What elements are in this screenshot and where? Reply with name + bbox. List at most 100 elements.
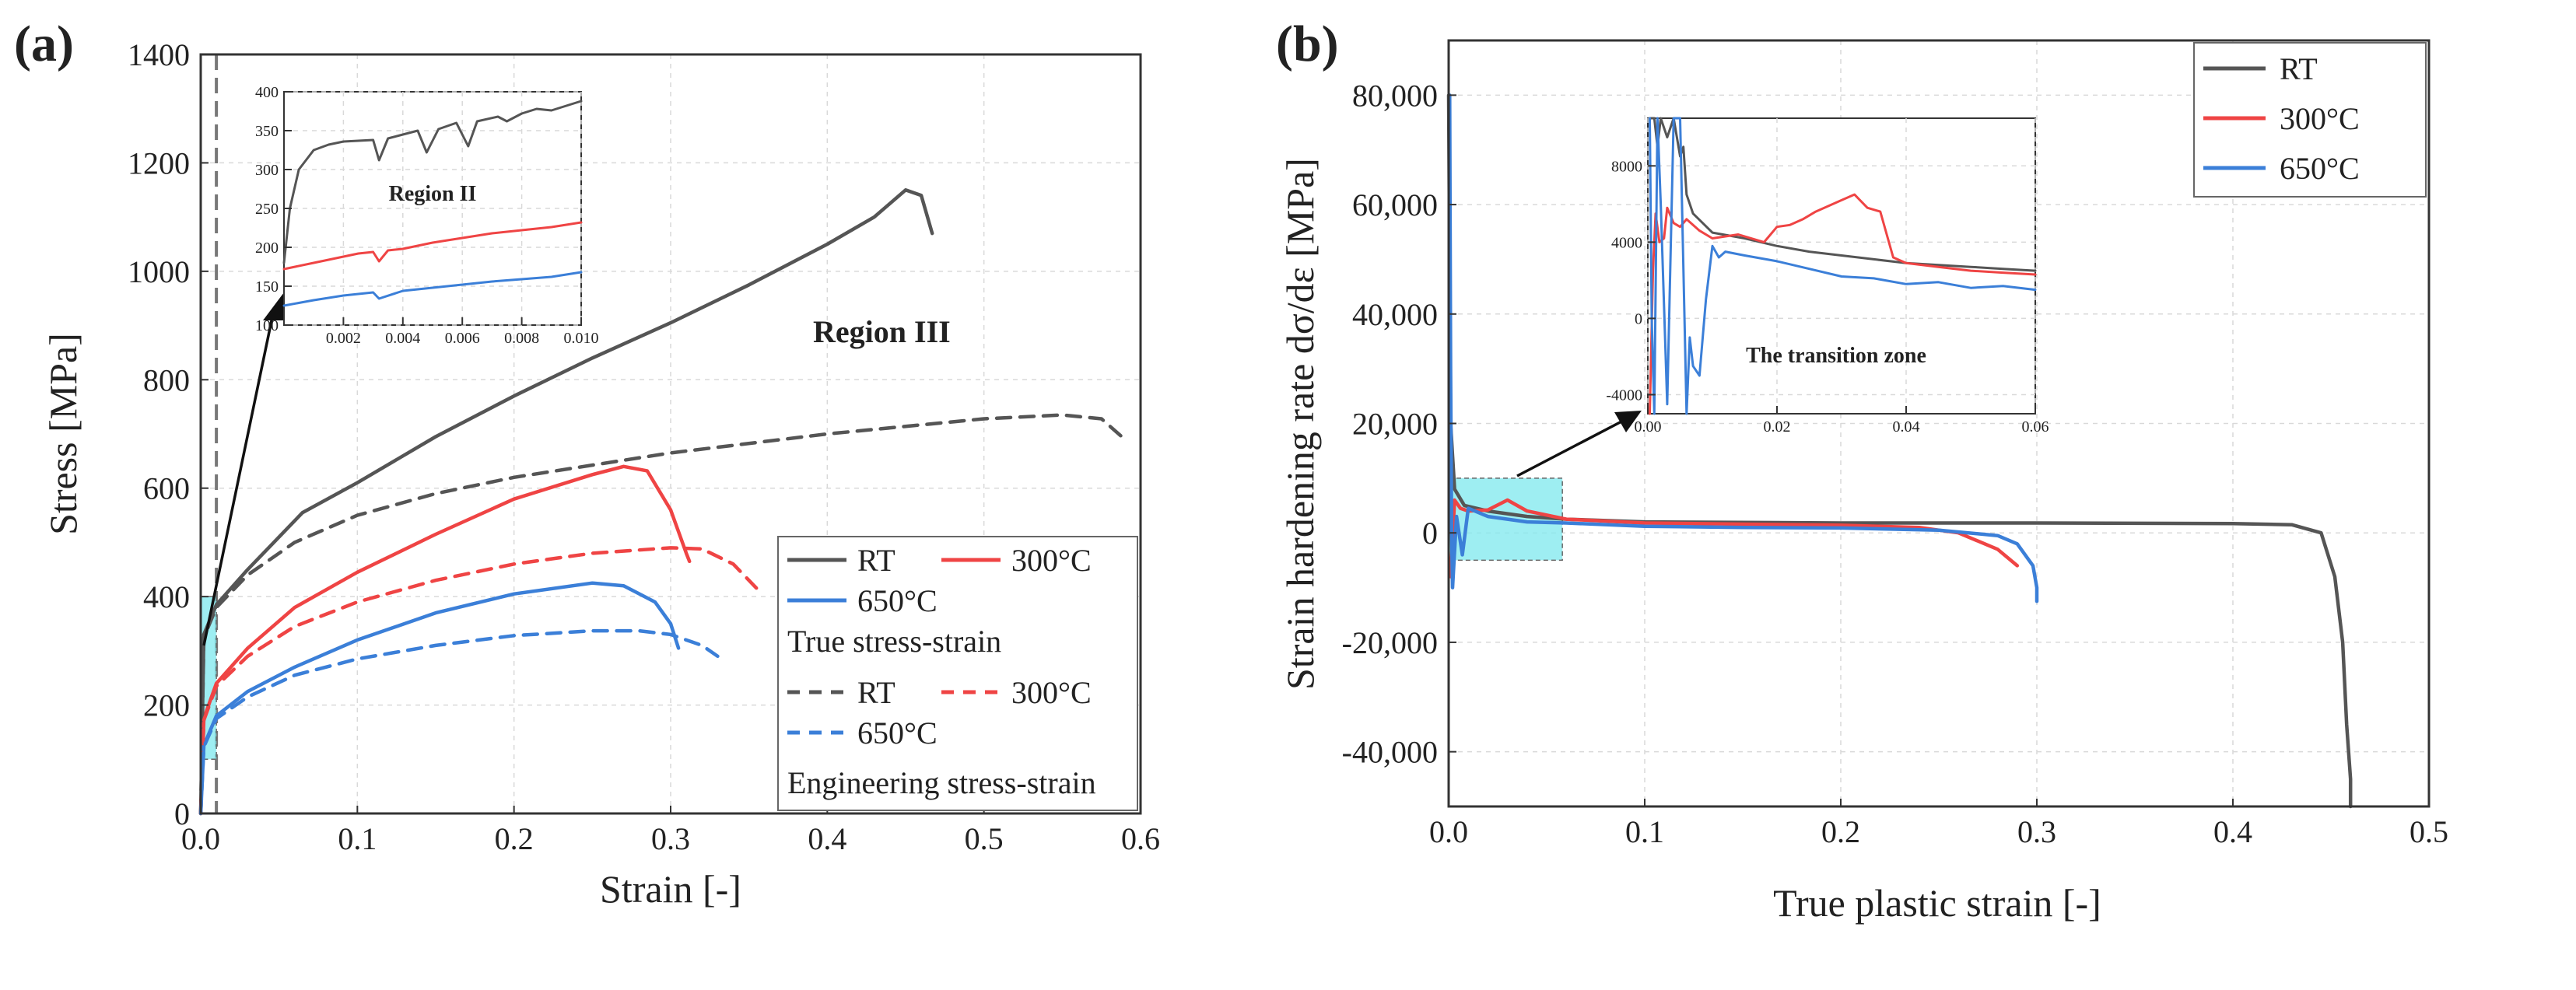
panel-a-series-300c (198, 464, 692, 816)
panel-b-inset-y-tick-label: -4000 (1606, 387, 1642, 404)
panel-b-ticks: 0.0 0.1 0.2 0.3 0.4 0.5 -40,000 -20,000 0 20,000 4… (1342, 78, 2448, 849)
panel-b-inset-series-650c (1649, 117, 2037, 415)
panel-a-y-tick-label: 400 (143, 579, 190, 614)
panel-a-y-axis-title: Stress [MPa] (41, 333, 85, 535)
panel-b-x-tick-label: 0.4 (2213, 814, 2252, 849)
panel-a-y-tick-label: 1200 (128, 145, 190, 180)
panel-b-y-tick-label: 0 (1422, 516, 1438, 551)
legend-a-engineering-header: Engineering stress-strain (787, 765, 1096, 800)
panel-b-y-tick-label: 20,000 (1352, 407, 1438, 442)
panel-a-y-tick-label: 200 (143, 688, 190, 723)
panel-a-inset: 0.002 0.004 0.006 0.008 0.010 100 150 200 250 300… (255, 84, 599, 347)
panel-b-series-650c (1448, 93, 2039, 603)
panel-a-x-tick-label: 0.4 (808, 821, 846, 856)
panel-b-y-tick-label: 80,000 (1352, 78, 1438, 113)
panel-a-x-axis-title: Strain [-] (600, 867, 741, 911)
panel-a-inset-y-tick-label: 250 (255, 201, 279, 218)
panel-b-y-tick-label: 40,000 (1352, 297, 1438, 332)
legend-a-rt-true: RT (857, 543, 895, 578)
panel-b-x-tick-label: 0.5 (2410, 814, 2448, 849)
panel-b-y-tick-label: -20,000 (1342, 625, 1438, 660)
panel-b-x-tick-label: 0.1 (1625, 814, 1664, 849)
panel-b-inset-x-tick-label: 0.00 (1635, 418, 1662, 436)
panel-a-inset-title: Region II (389, 182, 477, 206)
panel-b-grid (1448, 40, 2430, 806)
panel-a-inset-series-rt (282, 100, 583, 264)
panel-a-inset-y-tick-label: 400 (255, 84, 279, 101)
legend-b-rt: RT (2280, 51, 2318, 86)
panel-b-inset-series-rt (1649, 117, 2037, 272)
panel-b-inset-title: The transition zone (1746, 344, 1926, 368)
panel-a-series-rt (198, 188, 934, 816)
panel-b-label: (b) (1276, 16, 1339, 72)
panel-b-x-axis-title: True plastic strain [-] (1773, 881, 2101, 925)
panel-b-x-tick-label: 0.3 (2017, 814, 2056, 849)
panel-b-inset-ticks: 0.00 0.02 0.04 0.06 -4000 0 4000 8000 (1606, 158, 2049, 436)
legend-b-300: 300°C (2280, 101, 2360, 136)
panel-a-legend: RT 300°C 650°C True stress-strain RT 300… (777, 536, 1138, 811)
panel-b-inset: 0.00 0.02 0.04 0.06 -4000 0 4000 8000 The trans… (1606, 117, 2049, 436)
panel-a-inset-ticks: 0.002 0.004 0.006 0.008 0.010 100 150 200 250 300… (255, 84, 599, 347)
panel-a-inset-y-tick-label: 300 (255, 162, 279, 179)
panel-a-label: (a) (14, 16, 74, 72)
panel-b-inset-x-tick-label: 0.06 (2022, 418, 2049, 436)
legend-a-300-eng: 300°C (1011, 675, 1092, 710)
panel-b-y-tick-label: 60,000 (1352, 187, 1438, 222)
panel-a: (a) 0.0 0.1 0.2 0.3 0.4 0.5 0.6 0 200 400 600 800 10… (14, 16, 1160, 911)
panel-b-inset-series (1649, 117, 2037, 415)
panel-a-inset-y-tick-label: 100 (255, 317, 279, 334)
panel-a-y-tick-label: 0 (174, 796, 190, 831)
panel-b-inset-y-tick-label: 4000 (1611, 234, 1642, 251)
panel-a-series-rt-engineering (198, 413, 1127, 816)
panel-b-inset-x-tick-label: 0.02 (1764, 418, 1791, 436)
panel-a-inset-x-tick-label: 0.010 (564, 330, 599, 347)
panel-b-inset-y-tick-label: 8000 (1611, 158, 1642, 175)
panel-a-inset-pointer-arrow (202, 309, 275, 646)
panel-b-inset-y-tick-label: 0 (1635, 310, 1642, 327)
panel-a-y-tick-label: 800 (143, 362, 190, 397)
panel-a-legend-frame (777, 536, 1138, 811)
panel-a-y-tick-label: 1000 (128, 254, 190, 289)
panel-b-inset-grid (1647, 118, 2036, 414)
panel-a-inset-series (282, 100, 583, 307)
panel-a-y-tick-label: 1400 (128, 37, 190, 72)
panel-a-inset-x-tick-label: 0.006 (445, 330, 480, 347)
panel-b: (b) 0.0 0.1 0.2 0.3 0.4 0.5 -40,000 -20,000 0 20,… (1276, 16, 2448, 925)
panel-a-inset-x-tick-label: 0.008 (504, 330, 539, 347)
panel-a-x-tick-label: 0.3 (651, 821, 690, 856)
panel-b-y-axis-title: Strain hardening rate dσ/dε [MPa] (1278, 158, 1322, 690)
panel-a-series-650c (198, 581, 681, 816)
panel-a-x-tick-label: 0.1 (338, 821, 377, 856)
panel-b-series-rt (1446, 93, 2353, 809)
panel-b-inset-x-tick-label: 0.04 (1893, 418, 1920, 436)
panel-a-series-650c-engineering (198, 628, 720, 816)
panel-a-inset-series-650c (282, 271, 583, 307)
legend-a-650-true: 650°C (857, 583, 938, 618)
panel-b-arrow-head (1614, 411, 1642, 432)
panel-a-inset-y-tick-label: 150 (255, 278, 279, 296)
panel-a-x-tick-label: 0.5 (965, 821, 1004, 856)
legend-a-true-header: True stress-strain (787, 624, 1001, 659)
panel-a-x-tick-label: 0.0 (181, 821, 220, 856)
panel-b-series (1446, 93, 2353, 809)
panel-a-inset-y-tick-label: 350 (255, 123, 279, 140)
panel-b-y-tick-label: -40,000 (1342, 735, 1438, 770)
panel-b-x-tick-label: 0.0 (1429, 814, 1468, 849)
panel-a-arrow-head (263, 292, 286, 320)
panel-b-inset-frame (1647, 117, 2036, 415)
panel-a-region-iii-annotation: Region III (813, 314, 951, 349)
panel-b-legend: RT 300°C 650°C (2193, 42, 2427, 198)
panel-a-x-tick-label: 0.2 (495, 821, 534, 856)
panel-a-x-tick-label: 0.6 (1121, 821, 1160, 856)
legend-b-650: 650°C (2280, 151, 2360, 186)
panel-a-inset-x-tick-label: 0.004 (385, 330, 420, 347)
legend-a-650-eng: 650°C (857, 715, 938, 750)
panel-a-series-300c-engineering (198, 546, 759, 816)
panel-b-inset-pointer-arrow (1516, 418, 1625, 478)
panel-b-inset-series-300c (1649, 193, 2037, 415)
panel-b-x-tick-label: 0.2 (1821, 814, 1860, 849)
panel-a-series (198, 188, 1127, 816)
panel-a-inset-x-tick-label: 0.002 (326, 330, 361, 347)
panel-a-inset-grid (284, 91, 582, 326)
